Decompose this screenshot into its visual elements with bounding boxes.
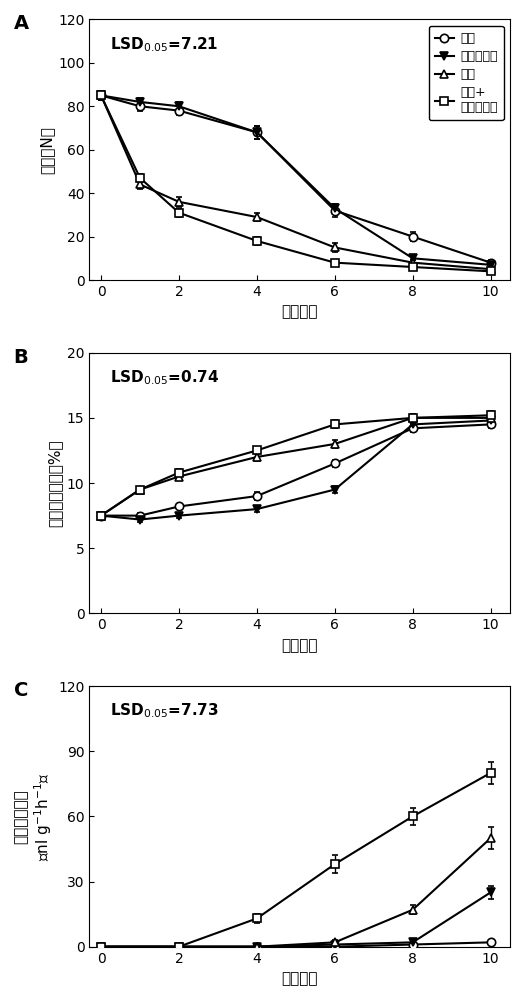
Text: B: B — [14, 348, 28, 367]
Text: C: C — [14, 681, 28, 700]
X-axis label: 贮藏天数: 贮藏天数 — [281, 638, 318, 653]
Text: A: A — [14, 14, 29, 33]
Legend: 对照, 茶莉酸甲酩, 乙烯, 乙烯+
茶莉酸甲酩: 对照, 茶莉酸甲酩, 乙烯, 乙烯+ 茶莉酸甲酩 — [429, 26, 504, 120]
Text: LSD$_{0.05}$=0.74: LSD$_{0.05}$=0.74 — [111, 368, 220, 387]
X-axis label: 贮藏天数: 贮藏天数 — [281, 971, 318, 986]
Y-axis label: 可溶性固形物（%）: 可溶性固形物（%） — [48, 439, 63, 527]
Text: LSD$_{0.05}$=7.73: LSD$_{0.05}$=7.73 — [111, 702, 219, 720]
Y-axis label: 乙烯释放速率
（nl g$^{-1}$h$^{-1}$）: 乙烯释放速率 （nl g$^{-1}$h$^{-1}$） — [14, 772, 54, 861]
Text: LSD$_{0.05}$=7.21: LSD$_{0.05}$=7.21 — [111, 35, 219, 54]
X-axis label: 贮藏天数: 贮藏天数 — [281, 304, 318, 319]
Y-axis label: 硬度（N）: 硬度（N） — [39, 126, 54, 174]
